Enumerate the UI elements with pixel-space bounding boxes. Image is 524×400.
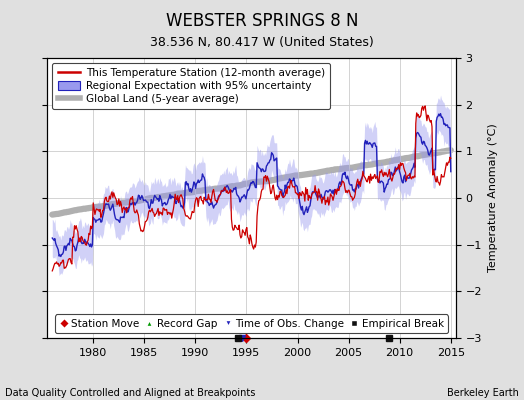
Text: Berkeley Earth: Berkeley Earth — [447, 388, 519, 398]
Text: 38.536 N, 80.417 W (United States): 38.536 N, 80.417 W (United States) — [150, 36, 374, 49]
Y-axis label: Temperature Anomaly (°C): Temperature Anomaly (°C) — [488, 124, 498, 272]
Text: WEBSTER SPRINGS 8 N: WEBSTER SPRINGS 8 N — [166, 12, 358, 30]
Legend: Station Move, Record Gap, Time of Obs. Change, Empirical Break: Station Move, Record Gap, Time of Obs. C… — [55, 314, 448, 333]
Text: Data Quality Controlled and Aligned at Breakpoints: Data Quality Controlled and Aligned at B… — [5, 388, 256, 398]
